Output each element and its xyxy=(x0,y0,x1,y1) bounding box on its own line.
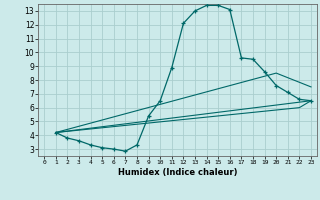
X-axis label: Humidex (Indice chaleur): Humidex (Indice chaleur) xyxy=(118,168,237,177)
